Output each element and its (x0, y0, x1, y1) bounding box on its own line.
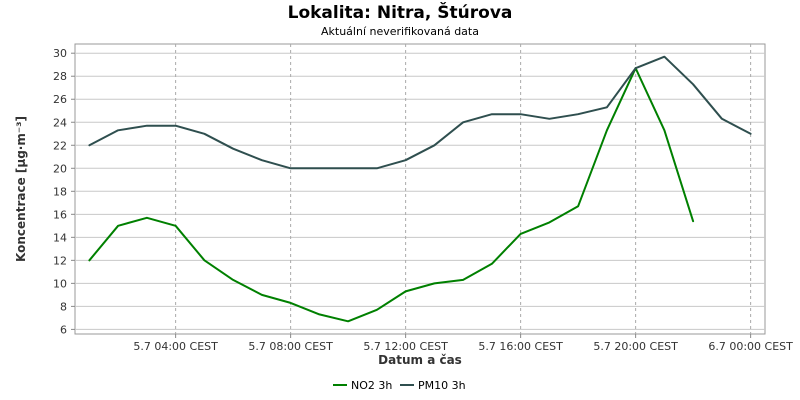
y-tick-label: 24 (53, 116, 67, 129)
x-axis-ticks: 5.7 04:00 CEST 5.7 08:00 CEST 5.7 12:00 CE… (133, 334, 793, 353)
y-tick-label: 8 (60, 300, 67, 313)
chart-title: Lokalita: Nitra, Štúrova (288, 1, 513, 23)
series-line-pm10-3h (88, 55, 752, 170)
y-tick-label: 22 (53, 139, 67, 152)
y-axis-title: Koncentrace [µg·m⁻³] (14, 116, 28, 262)
y-tick-label: 12 (53, 254, 67, 267)
x-tick-label: 5.7 04:00 CEST (133, 340, 218, 353)
series-lines (88, 55, 752, 323)
y-gridlines (75, 52, 765, 330)
x-tick-label: 5.7 12:00 CEST (363, 340, 448, 353)
chart-subtitle: Aktuální neverifikovaná data (321, 25, 479, 38)
x-tick-label: 5.7 20:00 CEST (593, 340, 678, 353)
x-tick-label: 5.7 16:00 CEST (478, 340, 563, 353)
x-tick-label: 6.7 00:00 CEST (708, 340, 793, 353)
y-tick-label: 30 (53, 47, 67, 60)
x-gridlines (175, 44, 752, 334)
y-tick-label: 16 (53, 208, 67, 221)
y-tick-label: 6 (60, 323, 67, 336)
y-tick-label: 26 (53, 93, 67, 106)
y-tick-label: 20 (53, 162, 67, 175)
y-tick-label: 10 (53, 277, 67, 290)
y-tick-label: 18 (53, 185, 67, 198)
y-tick-label: 14 (53, 231, 67, 244)
legend: NO2 3h PM10 3h (333, 379, 466, 392)
y-tick-label: 28 (53, 70, 67, 83)
y-axis-ticks: 6 8 10 12 14 16 18 20 22 24 26 28 30 (53, 47, 75, 336)
series-line-no2-3h (88, 67, 695, 323)
legend-label: PM10 3h (418, 379, 466, 392)
x-axis-title: Datum a čas (378, 353, 462, 367)
plot-area (74, 43, 766, 335)
x-tick-label: 5.7 08:00 CEST (248, 340, 333, 353)
legend-label: NO2 3h (351, 379, 392, 392)
